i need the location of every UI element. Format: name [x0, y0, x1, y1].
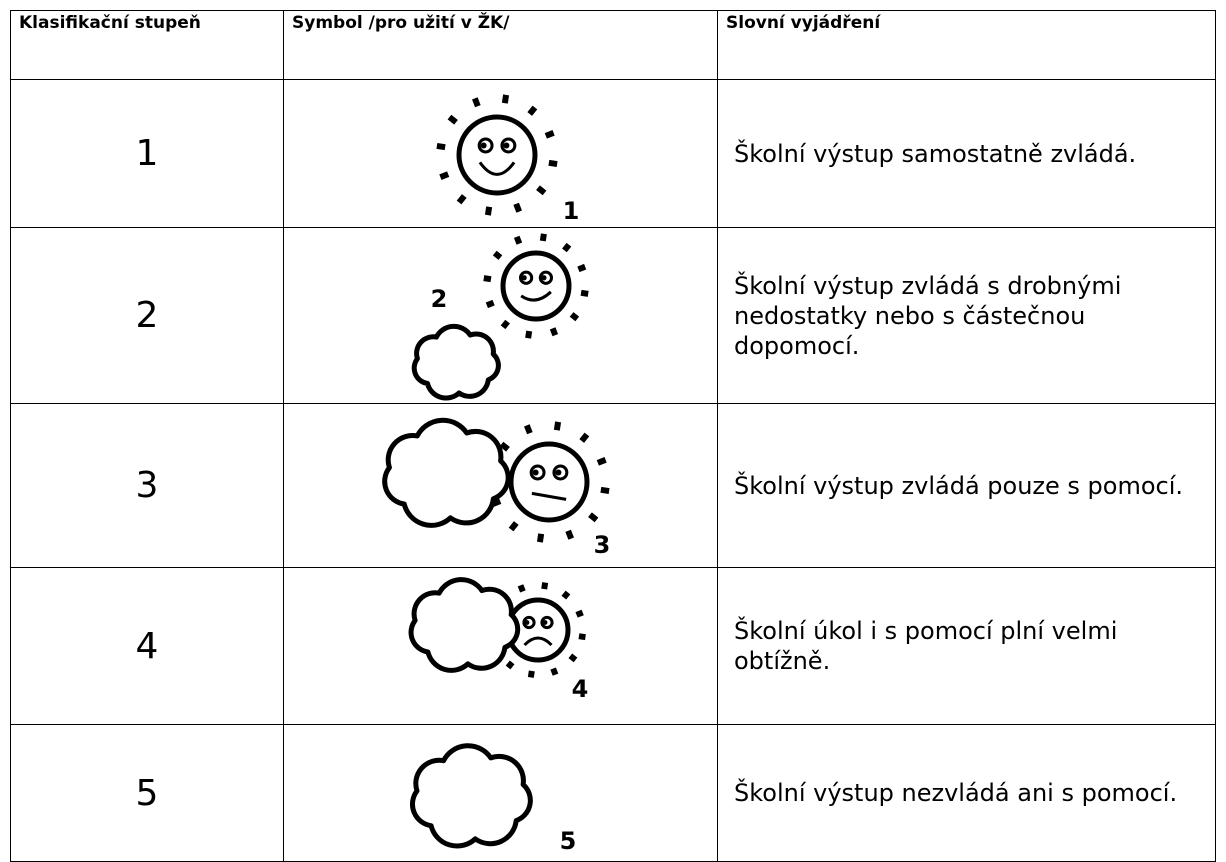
header-row: Klasifikační stupeň Symbol /pro užití v … [10, 10, 1216, 80]
description-cell: Školní výstup zvládá s drobnými nedostat… [717, 227, 1216, 404]
table-row: 3 3 Školní výstup zvládá pouze s pomocí. [10, 403, 1216, 568]
symbol-number: 5 [560, 827, 577, 855]
description-cell: Školní výstup nezvládá ani s pomocí. [717, 724, 1216, 862]
table-row: 4 4 Školní úkol i s pomocí plní velmi obtí… [10, 567, 1216, 725]
sun-pupil [555, 469, 562, 476]
sun-ray [517, 584, 526, 593]
grade-cell: 1 [10, 79, 284, 228]
sun-ray [436, 142, 446, 151]
sun-ray [505, 660, 515, 670]
symbol-cell: 1 [283, 79, 718, 228]
sun-ray [579, 432, 590, 443]
grading-table: Klasifikační stupeň Symbol /pro užití v … [10, 10, 1216, 862]
sun-ray [500, 319, 510, 330]
sun-pupil [503, 142, 510, 149]
sun-pupil [541, 275, 547, 281]
sun-ray [524, 424, 533, 435]
sun-ray [539, 233, 547, 242]
symbol-icon: 2 [411, 233, 589, 401]
sun-ray [484, 206, 493, 216]
sun-ray [541, 582, 549, 590]
table-row: 1 1 Školní výstup samostatně zvládá. [10, 79, 1216, 228]
sun-ray [548, 159, 558, 168]
sun-ray [439, 171, 450, 180]
sun-ray [578, 633, 586, 641]
description-cell: Školní výstup samostatně zvládá. [717, 79, 1216, 228]
sun-pupil [521, 275, 527, 281]
sun-face [508, 441, 590, 523]
sun-ray [527, 670, 535, 678]
sun-ray [483, 275, 492, 283]
sun-ray [575, 609, 584, 618]
sun-ray [600, 486, 610, 495]
sun-ray [513, 235, 523, 245]
sun-ray [499, 441, 510, 452]
symbol-number: 1 [563, 197, 580, 225]
header-cell: Slovní vyjádření [717, 10, 1216, 80]
sun-ray [472, 97, 481, 108]
cloud [408, 577, 521, 673]
description-cell: Školní úkol i s pomocí plní velmi obtížn… [717, 567, 1216, 725]
sun-ray [565, 529, 574, 540]
symbol-icon: 3 [382, 417, 611, 559]
sun-ray [588, 512, 599, 523]
description-cell: Školní výstup zvládá pouze s pomocí. [717, 403, 1216, 568]
grade-cell: 2 [10, 227, 284, 404]
sun-ray [561, 590, 571, 600]
sun-ray [549, 327, 559, 337]
grade-cell: 5 [10, 724, 284, 862]
sun-ray [544, 130, 555, 139]
cloud [382, 417, 511, 528]
sun-ray [562, 242, 572, 253]
sun-face [456, 114, 538, 196]
sun-mouth [478, 161, 516, 176]
table-row: 5 5 Školní výstup nezvládá ani s pomocí. [10, 724, 1216, 862]
sun-ray [577, 263, 587, 273]
sun-pupil [480, 142, 487, 149]
symbol-cell: 5 [283, 724, 718, 862]
table-body: 1 1 Školní výstup samostatně zvládá. 2 2 Škol… [10, 79, 1216, 862]
sun-face [500, 250, 572, 322]
symbol-icon: 4 [408, 577, 589, 703]
sun-ray [508, 521, 519, 532]
sun-ray [456, 194, 467, 205]
sun-ray [550, 667, 559, 676]
header-cell: Symbol /pro užití v ŽK/ [283, 10, 718, 80]
symbol-cell: 2 [283, 227, 718, 404]
symbol-number: 4 [572, 675, 589, 703]
sun-ray [568, 653, 578, 663]
sun-mouth [520, 290, 552, 302]
sun-ray [513, 202, 522, 213]
sun-ray [527, 105, 538, 116]
sun-ray [492, 250, 503, 260]
symbol-icon: 5 [410, 743, 577, 855]
symbol-number: 2 [431, 285, 448, 313]
sun-mouth [523, 636, 553, 647]
sun-pupil [524, 620, 530, 625]
sun-ray [447, 114, 458, 125]
sun-ray [596, 457, 607, 466]
sun-ray [485, 299, 495, 309]
sun-mouth [531, 491, 567, 501]
symbol-cell: 3 [283, 403, 718, 568]
sun-ray [553, 421, 562, 431]
sun-ray [525, 330, 533, 339]
symbol-number: 3 [594, 531, 611, 559]
cloud [410, 743, 533, 849]
sun-pupil [532, 469, 539, 476]
sun-ray [569, 312, 580, 322]
sun-ray [501, 94, 510, 104]
sun-pupil [542, 620, 548, 625]
grade-cell: 3 [10, 403, 284, 568]
symbol-cell: 4 [283, 567, 718, 725]
table-row: 2 2 Školní výstup zvládá s drobnými nedost… [10, 227, 1216, 404]
cloud [411, 323, 501, 401]
sun-ray [580, 289, 589, 297]
grade-cell: 4 [10, 567, 284, 725]
sun-ray [536, 185, 547, 196]
header-cell: Klasifikační stupeň [10, 10, 284, 80]
symbol-icon: 1 [436, 94, 580, 225]
sun-ray [536, 533, 545, 543]
